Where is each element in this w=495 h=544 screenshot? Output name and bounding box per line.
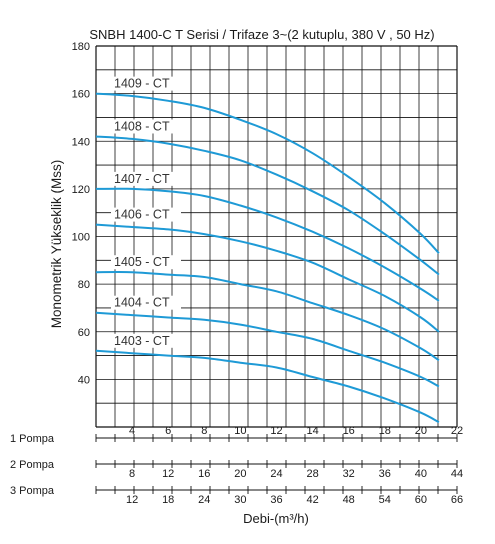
x-tick-label: 12 xyxy=(126,494,138,506)
x-tick-label: 44 xyxy=(451,468,463,480)
y-tick-label: 100 xyxy=(72,232,90,244)
chart-title: SNBH 1400-C T Serisi / Trifaze 3~(2 kutu… xyxy=(89,27,434,42)
series-line xyxy=(95,223,440,333)
series-label: 1408 - CT xyxy=(114,119,170,133)
series-label-background xyxy=(111,255,181,270)
pump-scale-label: 2 Pompa xyxy=(10,459,55,471)
x-tick-label: 28 xyxy=(306,468,318,480)
x-tick-label: 20 xyxy=(415,425,427,437)
series-line xyxy=(95,135,440,276)
y-tick-label: 80 xyxy=(78,279,90,291)
series-label: 1403 - CT xyxy=(114,334,170,348)
series-label: 1407 - CT xyxy=(114,172,170,186)
x-tick-label: 8 xyxy=(201,425,207,437)
x-tick-label: 4 xyxy=(129,425,135,437)
x-axis-label: Debi-(m³/h) xyxy=(243,511,309,526)
x-tick-label: 16 xyxy=(343,425,355,437)
x-tick-label: 54 xyxy=(379,494,391,506)
x-tick-label: 8 xyxy=(129,468,135,480)
y-tick-label: 40 xyxy=(78,374,90,386)
series-label-background xyxy=(111,119,181,134)
y-tick-label: 120 xyxy=(72,184,90,196)
y-tick-label: 180 xyxy=(72,41,90,53)
x-tick-label: 30 xyxy=(234,494,246,506)
x-tick-label: 24 xyxy=(198,494,210,506)
series-label-background xyxy=(111,295,181,310)
x-tick-label: 32 xyxy=(343,468,355,480)
x-tick-label: 48 xyxy=(343,494,355,506)
x-tick-label: 18 xyxy=(379,425,391,437)
y-axis-label: Monometrik Yükseklik (Mss) xyxy=(49,160,64,329)
y-axis-ticks: 40 60 80 100 120 140 160 180 xyxy=(72,41,90,386)
pump-curves: 1409 - CT 1408 - CT 1407 - CT 1406 - CT 1405… xyxy=(95,76,440,424)
x-tick-label: 40 xyxy=(415,468,427,480)
series-line xyxy=(95,349,440,424)
x-tick-label: 36 xyxy=(379,468,391,480)
x-tick-label: 18 xyxy=(162,494,174,506)
x-tick-label: 12 xyxy=(162,468,174,480)
x-tick-label: 36 xyxy=(270,494,282,506)
y-tick-label: 160 xyxy=(72,89,90,101)
x-tick-label: 12 xyxy=(270,425,282,437)
series-label: 1405 - CT xyxy=(114,255,170,269)
pump-scale-label: 3 Pompa xyxy=(10,485,55,497)
series-label-background xyxy=(111,171,181,186)
y-tick-label: 60 xyxy=(78,327,90,339)
x-axis-scales: 1 Pompa 4 6 8 10 12 14 16 18 20 22 2 Pompa 8 12 16 20 24… xyxy=(10,425,463,506)
pump-scale-label: 1 Pompa xyxy=(10,433,55,445)
series-label-background xyxy=(111,76,181,91)
x-tick-label: 24 xyxy=(270,468,282,480)
series-line xyxy=(95,187,440,302)
x-tick-label: 66 xyxy=(451,494,463,506)
x-tick-label: 10 xyxy=(234,425,246,437)
x-tick-label: 42 xyxy=(306,494,318,506)
x-tick-label: 16 xyxy=(198,468,210,480)
x-tick-label: 22 xyxy=(451,425,463,437)
series-label: 1406 - CT xyxy=(114,208,170,222)
y-tick-label: 140 xyxy=(72,136,90,148)
x-tick-label: 6 xyxy=(165,425,171,437)
series-label: 1404 - CT xyxy=(114,296,170,310)
series-label-background xyxy=(111,333,181,348)
series-line xyxy=(95,92,440,254)
x-tick-label: 20 xyxy=(234,468,246,480)
series-label: 1409 - CT xyxy=(114,77,170,91)
series-label-background xyxy=(111,207,181,222)
x-tick-label: 60 xyxy=(415,494,427,506)
x-tick-label: 14 xyxy=(306,425,318,437)
series-line xyxy=(95,271,440,362)
series-line xyxy=(95,311,440,388)
